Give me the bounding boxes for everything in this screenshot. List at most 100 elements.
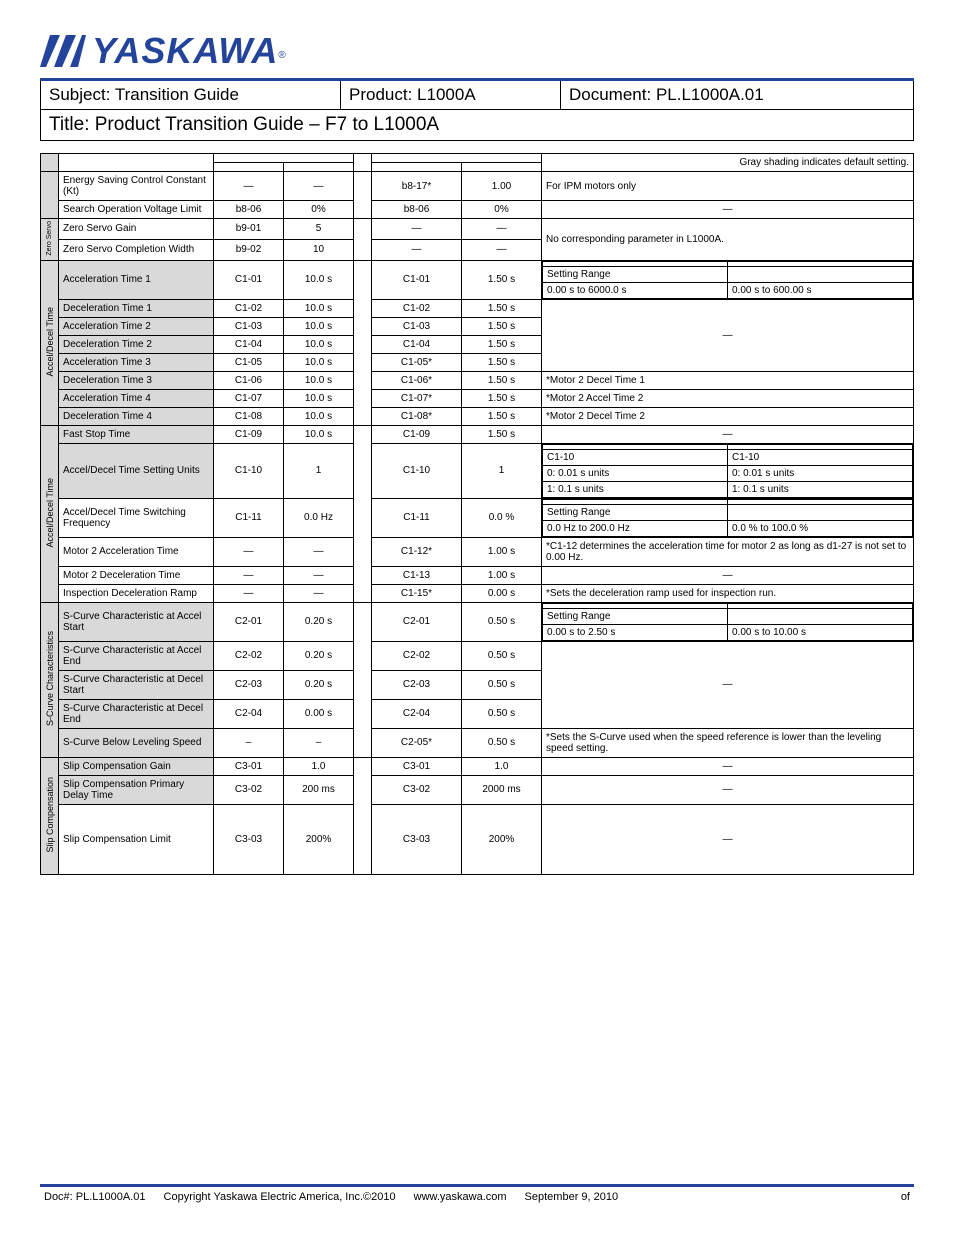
note-split: C1-10C1-100: 0.01 s units0: 0.01 s units… (542, 443, 914, 498)
f7-param: C1-08 (214, 407, 284, 425)
l1-value: 0.50 s (462, 699, 542, 728)
param-name: Acceleration Time 3 (59, 353, 214, 371)
table-row: Inspection Deceleration Ramp——C1-15*0.00… (41, 584, 914, 602)
f7-value: — (284, 537, 354, 566)
l1-param: C2-05* (372, 728, 462, 757)
note-cell: *Motor 2 Decel Time 1 (542, 371, 914, 389)
l1-value: 0.0 % (462, 498, 542, 537)
f7-param: – (214, 728, 284, 757)
f7-param: C1-09 (214, 425, 284, 443)
f7-param: C1-10 (214, 443, 284, 498)
footer-date: September 9, 2010 (525, 1191, 619, 1203)
l1-value: 0% (462, 201, 542, 219)
l1-value: 0.50 s (462, 602, 542, 641)
note-cell: *Motor 2 Decel Time 2 (542, 407, 914, 425)
table-row: S-Curve Below Leveling Speed––C2-05*0.50… (41, 728, 914, 757)
param-name: Acceleration Time 4 (59, 389, 214, 407)
legend-note: Gray shading indicates default setting. (542, 154, 914, 172)
f7-value: 0.20 s (284, 670, 354, 699)
footer-rule (40, 1184, 914, 1187)
f7-param: C1-02 (214, 299, 284, 317)
product-label: Product: (349, 85, 412, 104)
brand-name: YASKAWA (92, 30, 278, 72)
param-name: Acceleration Time 2 (59, 317, 214, 335)
l1-value: 1.00 s (462, 566, 542, 584)
group-label: Accel/Decel Time (41, 260, 59, 425)
f7-param: C2-02 (214, 641, 284, 670)
param-name: Accel/Decel Time Switching Frequency (59, 498, 214, 537)
table-row: Deceleration Time 1C1-0210.0 sC1-021.50 … (41, 299, 914, 317)
f7-param: C2-04 (214, 699, 284, 728)
l1-value: 1.50 s (462, 407, 542, 425)
l1-param: — (372, 219, 462, 240)
footer-doc: Doc#: PL.L1000A.01 (44, 1191, 146, 1203)
f7-param: b9-02 (214, 239, 284, 260)
trademark-icon: ® (278, 50, 285, 61)
f7-value: — (284, 566, 354, 584)
f7-value: 1.0 (284, 757, 354, 775)
f7-value: 0.20 s (284, 602, 354, 641)
table-row: Zero ServoZero Servo Gainb9-015——No corr… (41, 219, 914, 240)
l1-param: C3-02 (372, 775, 462, 804)
param-name: Deceleration Time 1 (59, 299, 214, 317)
table-row: S-Curve Characteristic at Accel EndC2-02… (41, 641, 914, 670)
group-label: S-Curve Characteristics (41, 602, 59, 757)
param-name: Slip Compensation Primary Delay Time (59, 775, 214, 804)
table-row: Accel/Decel TimeAcceleration Time 1C1-01… (41, 260, 914, 299)
f7-value: 0.00 s (284, 699, 354, 728)
table-row: Deceleration Time 4C1-0810.0 sC1-08*1.50… (41, 407, 914, 425)
f7-value: 0.20 s (284, 641, 354, 670)
l1-value: 1 (462, 443, 542, 498)
f7-value: 0% (284, 201, 354, 219)
f7-param: C3-02 (214, 775, 284, 804)
note-cell: For IPM motors only (542, 172, 914, 201)
group-label: Accel/Decel Time (41, 425, 59, 602)
f7-value: 10.0 s (284, 335, 354, 353)
l1-value: 1.50 s (462, 299, 542, 317)
l1-param: C2-01 (372, 602, 462, 641)
document-label: Document: (569, 85, 651, 104)
note-cell: — (542, 641, 914, 728)
l1-param: — (372, 239, 462, 260)
param-name: S-Curve Characteristic at Accel Start (59, 602, 214, 641)
f7-param: C1-05 (214, 353, 284, 371)
l1-value: — (462, 219, 542, 240)
l1-value: 1.50 s (462, 389, 542, 407)
f7-param: C3-03 (214, 804, 284, 874)
note-split: Setting Range0.00 s to 2.50 s0.00 s to 1… (542, 602, 914, 641)
note-cell: — (542, 299, 914, 371)
param-name: Search Operation Voltage Limit (59, 201, 214, 219)
l1-param: C1-05* (372, 353, 462, 371)
table-row: Search Operation Voltage Limitb8-060%b8-… (41, 201, 914, 219)
f7-value: — (284, 584, 354, 602)
note-split: Setting Range0.0 Hz to 200.0 Hz0.0 % to … (542, 498, 914, 537)
l1-param: C3-03 (372, 804, 462, 874)
param-name: S-Curve Characteristic at Decel Start (59, 670, 214, 699)
table-row: Slip Compensation LimitC3-03200%C3-03200… (41, 804, 914, 874)
title-row: Title: Product Transition Guide – F7 to … (40, 110, 914, 141)
table-row: Acceleration Time 4C1-0710.0 sC1-07*1.50… (41, 389, 914, 407)
l1-param: C3-01 (372, 757, 462, 775)
l1-value: 0.50 s (462, 670, 542, 699)
footer-page: of (901, 1191, 910, 1203)
title-value: Product Transition Guide – F7 to L1000A (95, 114, 439, 135)
table-row: Accel/Decel TimeFast Stop TimeC1-0910.0 … (41, 425, 914, 443)
param-name: Slip Compensation Gain (59, 757, 214, 775)
param-name: Fast Stop Time (59, 425, 214, 443)
l1-value: 2000 ms (462, 775, 542, 804)
f7-value: 10.0 s (284, 353, 354, 371)
param-name: Deceleration Time 3 (59, 371, 214, 389)
group-label: Zero Servo (41, 219, 59, 261)
l1-param: C1-07* (372, 389, 462, 407)
f7-value: 200 ms (284, 775, 354, 804)
l1-param: C1-11 (372, 498, 462, 537)
param-name: S-Curve Below Leveling Speed (59, 728, 214, 757)
f7-value: 10.0 s (284, 299, 354, 317)
l1-param: C1-15* (372, 584, 462, 602)
l1-param: C1-06* (372, 371, 462, 389)
table-row: Motor 2 Deceleration Time——C1-131.00 s— (41, 566, 914, 584)
note-cell: — (542, 757, 914, 775)
l1-param: C1-02 (372, 299, 462, 317)
f7-value: — (284, 172, 354, 201)
l1-value: 1.00 (462, 172, 542, 201)
